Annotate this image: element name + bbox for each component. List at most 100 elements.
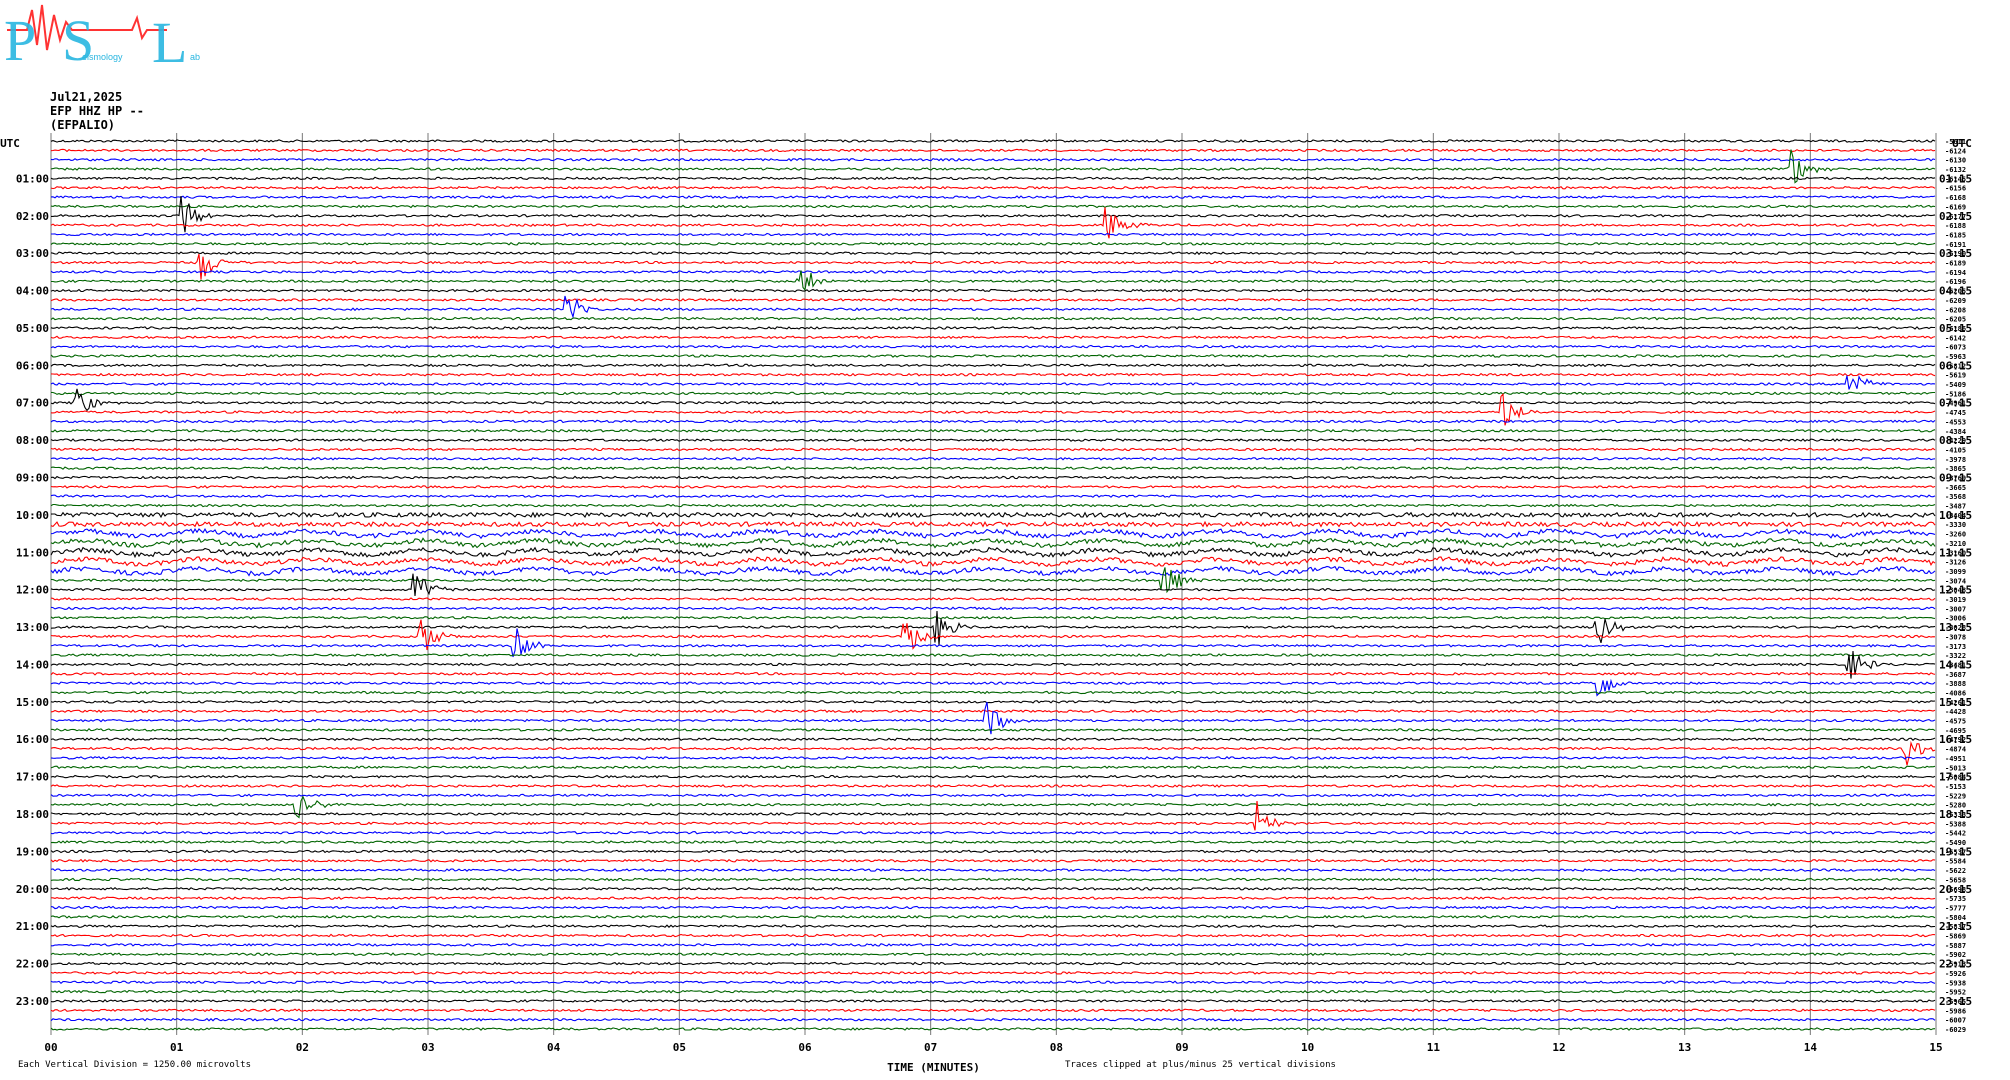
trace-mean-count: -6185 <box>1945 231 1966 239</box>
trace-mean-count: -5804 <box>1945 914 1966 922</box>
seismic-trace <box>50 565 1936 577</box>
trace-mean-count: -4874 <box>1945 746 1966 754</box>
trace-mean-count: -4261 <box>1945 699 1966 707</box>
trace-mean-count: -6205 <box>1945 288 1966 296</box>
right-hour-label: 13:15 <box>1939 621 1972 634</box>
logo-letters: P <box>4 8 36 70</box>
trace-mean-count: -5902 <box>1945 951 1966 959</box>
left-hour-label: 22:00 <box>16 958 49 971</box>
seismic-trace <box>50 295 1936 319</box>
trace-mean-count: -6188 <box>1945 222 1966 230</box>
seismic-trace <box>50 756 1936 760</box>
trace-mean-count: -6191 <box>1945 241 1966 249</box>
trace-mean-count: -5409 <box>1945 381 1966 389</box>
seismic-trace <box>50 840 1936 844</box>
seismic-trace <box>50 700 1936 704</box>
left-hour-label: 04:00 <box>16 285 49 298</box>
seismic-trace <box>50 520 1936 528</box>
right-hour-label: 21:15 <box>1939 920 1972 933</box>
seismic-trace <box>50 393 1936 426</box>
trace-mean-count: -3173 <box>1945 643 1966 651</box>
trace-mean-count: -5658 <box>1945 876 1966 884</box>
right-hour-label: 17:15 <box>1939 771 1972 784</box>
seismic-trace <box>50 139 1936 143</box>
trace-mean-count: -3074 <box>1945 577 1966 585</box>
left-hour-label: 02:00 <box>16 210 49 223</box>
seismic-trace <box>50 961 1936 966</box>
trace-mean-count: -5084 <box>1945 774 1966 782</box>
trace-mean-count: -6208 <box>1945 306 1966 314</box>
seismic-trace <box>50 419 1936 424</box>
seismic-trace <box>50 204 1936 209</box>
logo-subtitle: eismology <box>82 52 123 62</box>
seismic-trace <box>50 503 1936 508</box>
trace-mean-count: -4553 <box>1945 418 1966 426</box>
seismic-trace <box>50 241 1936 246</box>
trace-mean-count: -4951 <box>1945 755 1966 763</box>
seismic-trace <box>50 877 1936 882</box>
left-hour-label: 20:00 <box>16 883 49 896</box>
trace-mean-count: -6189 <box>1945 260 1966 268</box>
seismic-trace <box>50 980 1936 985</box>
trace-mean-count: -5186 <box>1945 390 1966 398</box>
seismic-trace <box>50 971 1936 975</box>
trace-mean-count: -6209 <box>1945 297 1966 305</box>
seismic-trace <box>50 466 1936 470</box>
seismic-trace <box>51 195 1936 233</box>
right-hour-label: 18:15 <box>1939 808 1972 821</box>
seismic-trace <box>50 288 1936 293</box>
seismic-trace <box>50 494 1936 499</box>
seismic-trace <box>50 651 1936 679</box>
seismic-trace <box>50 653 1936 657</box>
left-hour-label: 01:00 <box>16 172 49 185</box>
right-hour-label: 15:15 <box>1939 696 1972 709</box>
x-tick-label: 00 <box>44 1041 57 1054</box>
seismic-trace <box>50 354 1936 358</box>
seismic-trace <box>50 999 1936 1003</box>
trace-mean-count: -5869 <box>1945 933 1966 941</box>
seismic-trace <box>50 728 1936 732</box>
trace-mean-count: -3260 <box>1945 531 1966 539</box>
seismic-trace <box>50 1017 1936 1022</box>
seismic-trace <box>50 546 1936 559</box>
station-name: (EFPALIO) <box>50 118 116 132</box>
right-hour-label: 01:15 <box>1939 172 1972 185</box>
trace-mean-count: -5952 <box>1945 989 1966 997</box>
left-hour-label: 11:00 <box>16 546 49 559</box>
right-hour-label: 07:15 <box>1939 397 1972 410</box>
seismic-trace <box>50 671 1936 676</box>
vertical-division-note: Each Vertical Division = 1250.00 microvo… <box>18 1060 251 1070</box>
right-hour-label: 23:15 <box>1939 995 1972 1008</box>
trace-mean-count: -3481 <box>1945 661 1966 669</box>
seismic-trace <box>50 886 1936 891</box>
trace-mean-count: -3160 <box>1945 549 1966 557</box>
trace-mean-count: -5777 <box>1945 904 1966 912</box>
seismic-trace <box>50 157 1936 162</box>
right-hour-label: 10:15 <box>1939 509 1972 522</box>
seismic-trace <box>50 363 1936 368</box>
svg-text:ab: ab <box>190 52 200 62</box>
seismic-trace <box>50 391 1935 396</box>
right-hour-label: 16:15 <box>1939 733 1972 746</box>
seismic-trace <box>50 149 1936 184</box>
right-hour-label: 11:15 <box>1939 546 1972 559</box>
seismic-trace <box>50 485 1936 489</box>
trace-mean-count: -6177 <box>1945 213 1966 221</box>
seismic-trace <box>50 610 1936 646</box>
left-hour-label: 19:00 <box>16 845 49 858</box>
trace-mean-count: -6156 <box>1945 185 1966 193</box>
seismic-trace <box>50 690 1936 695</box>
seismic-trace <box>50 298 1936 302</box>
trace-mean-count: -5622 <box>1945 867 1966 875</box>
trace-mean-count: -6169 <box>1945 203 1966 211</box>
seismic-trace <box>50 335 1936 340</box>
trace-mean-count: -3865 <box>1945 465 1966 473</box>
seismic-trace <box>51 232 1936 237</box>
seismic-trace <box>51 896 1936 900</box>
trace-mean-count: -3404 <box>1945 512 1966 520</box>
seismic-trace <box>50 905 1936 910</box>
x-tick-label: 13 <box>1678 1041 1691 1054</box>
x-tick-label: 05 <box>673 1041 686 1054</box>
trace-mean-count: -3099 <box>1945 568 1966 576</box>
